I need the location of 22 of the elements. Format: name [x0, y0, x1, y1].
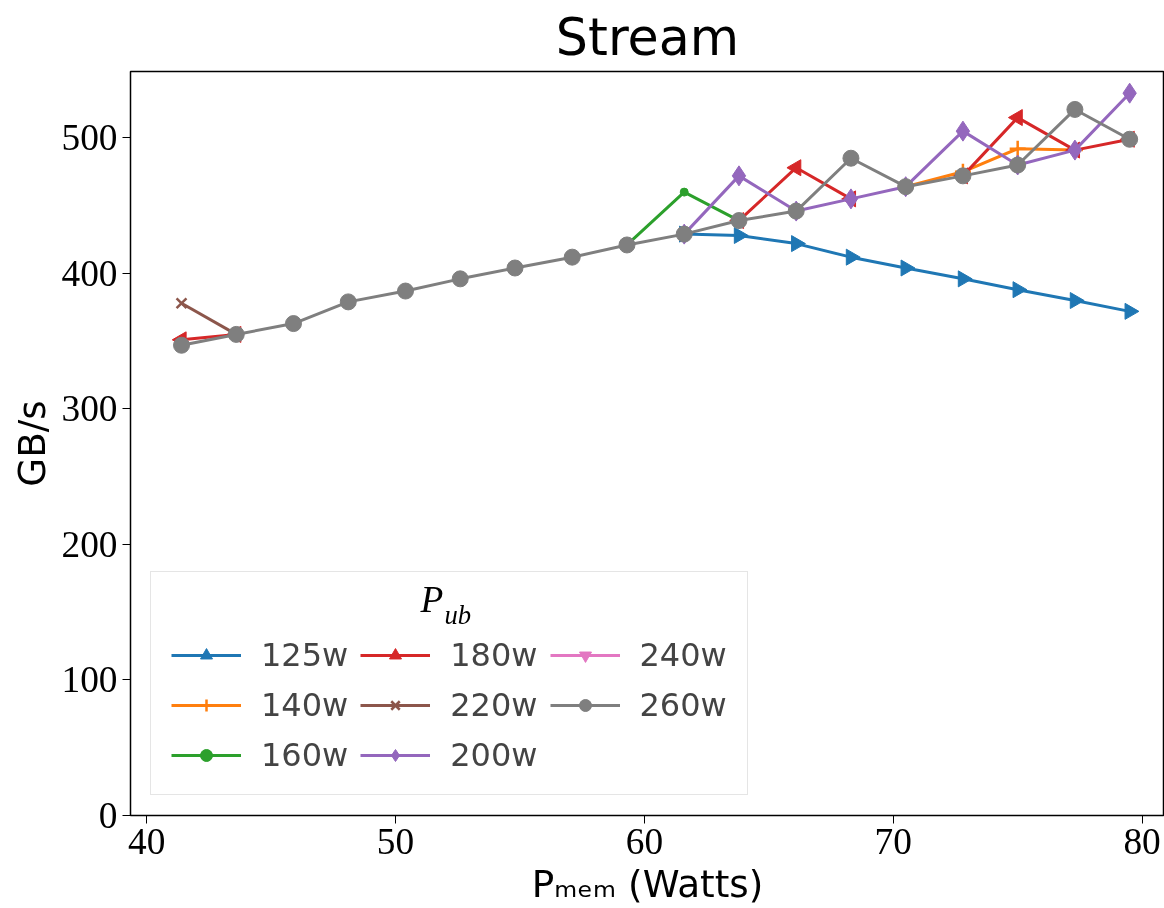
- legend-label: 240w: [639, 636, 727, 674]
- y-axis-title: GB/s: [9, 400, 54, 487]
- legend-label: 260w: [639, 686, 727, 724]
- x-tick-label: 80: [1123, 820, 1161, 862]
- y-tick-label: 300: [61, 388, 118, 430]
- x-tick-label: 50: [376, 820, 415, 862]
- y-tick-label: 500: [61, 117, 118, 159]
- legend-label: 140w: [261, 686, 349, 724]
- legend-label: 220w: [450, 686, 538, 724]
- legend-label: 180w: [450, 636, 538, 674]
- legend-label: 160w: [261, 736, 349, 774]
- y-tick-label: 400: [61, 252, 118, 294]
- y-tick-label: 0: [98, 795, 118, 836]
- x-tick-label: 40: [128, 820, 166, 862]
- x-tick-label: 70: [874, 820, 912, 862]
- legend-label: 200w: [450, 736, 538, 774]
- x-tick-label: 60: [625, 820, 664, 862]
- y-tick-label: 200: [61, 523, 118, 565]
- legend-label: 125w: [261, 636, 349, 674]
- y-tick-label: 100: [61, 659, 118, 701]
- x-axis-title: Pₘₑₘ (Watts): [531, 861, 764, 906]
- chart-title: Stream: [555, 7, 740, 67]
